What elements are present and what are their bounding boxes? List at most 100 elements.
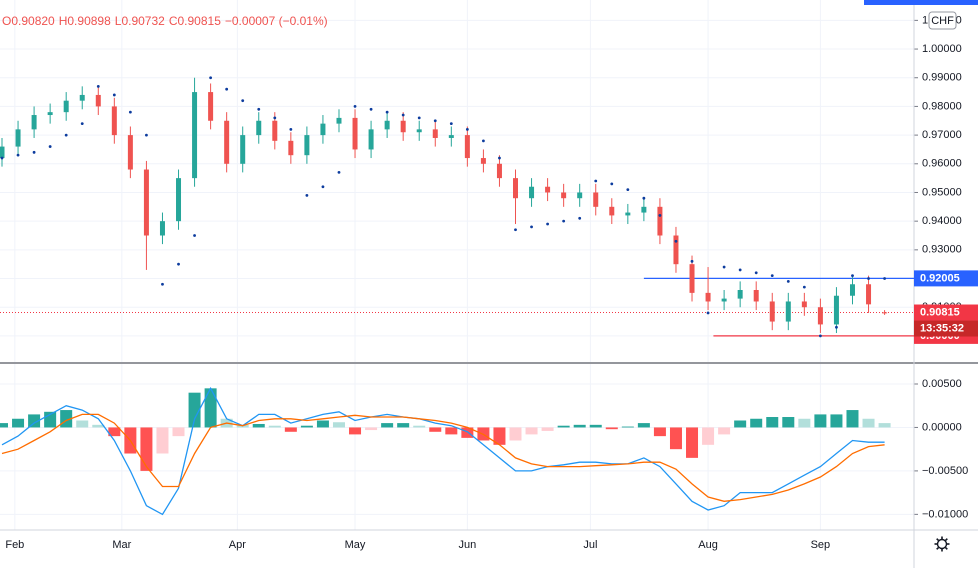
x-tick-label: Sep <box>811 539 831 551</box>
candle-body <box>95 94 101 107</box>
level-badge: 0.92005 <box>914 270 978 287</box>
macd-histogram-bar <box>830 414 843 428</box>
candle-body <box>753 290 759 302</box>
sar-dot <box>225 87 229 91</box>
settings-icon <box>936 538 948 550</box>
open-label: O0.90820 <box>2 14 55 28</box>
macd-histogram-bar <box>316 420 329 428</box>
macd-histogram-bar <box>686 427 699 458</box>
sar-dot <box>401 113 405 117</box>
candle-body <box>224 120 230 164</box>
sar-dot <box>385 110 389 114</box>
candle-body <box>464 135 470 159</box>
y-tick-label: 0.98000 <box>922 100 962 112</box>
sar-dot <box>530 225 533 229</box>
macd-histogram-bar <box>0 423 8 428</box>
candle-body <box>208 92 214 121</box>
candle-body <box>159 221 165 236</box>
sar-dot <box>48 145 52 148</box>
sar-dot <box>626 188 630 192</box>
candle-body <box>833 295 839 325</box>
y-tick-label: 0.96000 <box>922 158 962 170</box>
candle-body <box>416 129 422 133</box>
sar-dot <box>465 127 469 131</box>
currency-tag-text: CHF <box>931 15 954 27</box>
macd-histogram-bar <box>798 418 811 428</box>
candle-body <box>689 264 695 293</box>
sar-dot <box>64 133 68 137</box>
macd-histogram-bar <box>332 422 345 428</box>
macd-histogram-bar <box>637 423 650 428</box>
last-price-badge: 0.90815 <box>914 304 978 321</box>
candle-body <box>352 117 358 150</box>
y-tick-label: 0.99000 <box>922 72 962 84</box>
sar-dot <box>433 119 437 123</box>
sar-dot <box>546 222 549 226</box>
y-tick-label: −0.01000 <box>922 508 968 520</box>
y-tick-label: 0.95000 <box>922 186 962 198</box>
sar-dot <box>658 214 662 217</box>
candle-body <box>256 120 262 136</box>
macd-histogram-bar <box>814 414 827 428</box>
macd-histogram-bar <box>28 414 41 428</box>
level-badge-text: 0.92005 <box>920 272 960 284</box>
candle-body <box>304 135 310 156</box>
macd-histogram-bar <box>381 423 394 428</box>
sar-dot <box>193 234 196 237</box>
macd-histogram-bar <box>349 427 362 435</box>
candle-body <box>561 192 567 199</box>
sar-dot <box>738 268 742 272</box>
macd-histogram-bar <box>782 417 795 428</box>
candle-body <box>127 135 133 170</box>
sar-dot <box>867 277 870 280</box>
last-price-badge-box <box>914 304 978 321</box>
candle-body <box>448 135 454 138</box>
sar-dot <box>0 156 4 160</box>
sar-dot <box>754 271 758 275</box>
macd-histogram-bar <box>12 418 25 428</box>
candle-body <box>79 94 85 101</box>
sar-dot <box>482 139 485 143</box>
level-badge-box <box>914 270 978 287</box>
macd-histogram-bar <box>108 427 121 437</box>
sar-dot <box>449 122 453 126</box>
settings-button[interactable] <box>934 536 950 552</box>
sar-dot <box>514 228 517 232</box>
candle-body <box>47 112 53 116</box>
x-tick-label: Apr <box>229 539 246 551</box>
last-price-badge-text: 0.90815 <box>920 306 960 318</box>
candle-body <box>673 235 679 265</box>
sar-dot <box>498 156 501 160</box>
macd-histogram-bar <box>188 392 201 428</box>
y-tick-label: 0.97000 <box>922 129 962 141</box>
high-label: H0.90898 <box>58 14 111 28</box>
y-tick-label: 0.00500 <box>922 378 962 390</box>
candle-body <box>176 178 182 222</box>
candle-body <box>593 192 599 207</box>
macd-histogram-bar <box>669 427 682 450</box>
candle-body <box>721 298 727 302</box>
candle-body <box>625 212 631 216</box>
candle-body <box>737 290 743 299</box>
sar-dot <box>337 170 341 174</box>
sar-dot <box>353 105 357 108</box>
x-tick-label: Mar <box>112 539 131 551</box>
candle-body <box>513 178 519 199</box>
sar-dot <box>305 193 309 197</box>
macd-histogram-bar <box>573 424 586 428</box>
macd-histogram-bar <box>156 427 169 454</box>
sar-dot <box>161 282 164 286</box>
y-tick-label: 0.93000 <box>922 244 962 256</box>
sar-dot <box>273 116 277 120</box>
sar-dot <box>32 150 36 154</box>
y-tick-label: 0.94000 <box>922 215 962 227</box>
macd-histogram-bar <box>461 427 474 438</box>
sar-dot <box>128 110 132 114</box>
macd-histogram-bar <box>621 426 634 428</box>
y-tick-label: −0.00500 <box>922 465 968 477</box>
top-accent <box>864 0 978 5</box>
candle-body <box>63 100 69 113</box>
countdown-badge-box <box>914 320 978 337</box>
